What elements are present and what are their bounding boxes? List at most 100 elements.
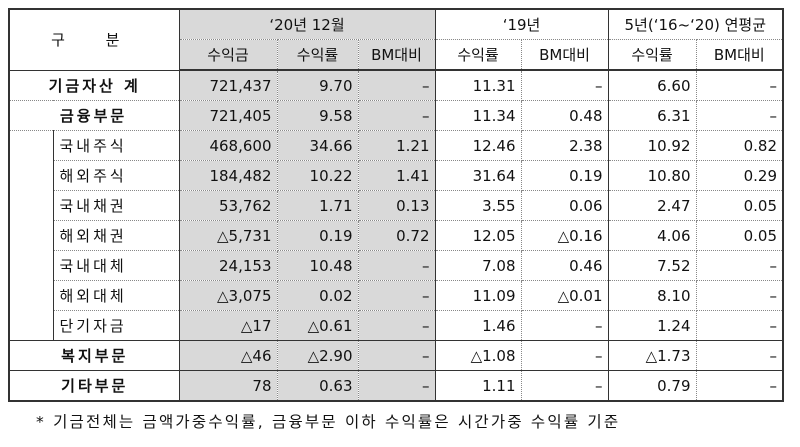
cell-value: △0.01	[520, 280, 609, 311]
cell-value: 11.34	[434, 100, 522, 131]
cell-value: 1.71	[276, 190, 359, 221]
cell-value: –	[695, 100, 784, 131]
cell-value: 11.09	[434, 280, 522, 311]
row-label: 국내대체	[52, 250, 180, 281]
cell-value: –	[357, 250, 436, 281]
cell-value: △17	[178, 310, 278, 341]
cell-value: 0.63	[276, 370, 359, 402]
sub-header: 수익금	[178, 39, 278, 71]
sub-header: BM대비	[520, 39, 609, 71]
cell-value: 7.08	[434, 250, 522, 281]
cell-value: 0.19	[276, 220, 359, 251]
cell-value: 1.41	[357, 160, 436, 191]
cell-value: 24,153	[178, 250, 278, 281]
data-row: 국내주식 468,600 34.66 1.21 12.46 2.38 10.92 0.82	[8, 130, 784, 341]
cell-value: 8.10	[607, 280, 697, 311]
cell-value: 10.80	[607, 160, 697, 191]
cell-value: 0.13	[357, 190, 436, 221]
cell-value: 4.06	[607, 220, 697, 251]
cell-value: –	[357, 310, 436, 341]
cell-value: –	[520, 310, 609, 341]
cell-value: 0.19	[520, 160, 609, 191]
cell-value: 10.92	[607, 130, 697, 161]
cell-value: 12.46	[434, 130, 522, 161]
cell-value: –	[357, 100, 436, 131]
row-label: 기금자산 계	[8, 69, 180, 101]
data-row: 금융부문 721,405 9.58–11.34 0.48 6.31–	[8, 100, 784, 131]
cell-value: 78	[178, 370, 278, 402]
group-header: ‘20년 12월	[178, 8, 436, 40]
cell-value: 11.31	[434, 69, 522, 101]
cell-value: 9.58	[276, 100, 359, 131]
corner-header: 구 분	[8, 8, 180, 71]
data-row: 해외대체 △3,075 0.02–11.09 △0.01 8.10–	[9, 280, 784, 311]
row-label: 기타부문	[8, 370, 180, 402]
sub-header: 수익률	[607, 39, 697, 71]
cell-value: 1.11	[434, 370, 522, 402]
cell-value: –	[357, 69, 436, 101]
data-row: 해외채권 △5,731 0.19 0.72 12.05 △0.16 4.06 0.05	[9, 220, 784, 251]
cell-value: 0.46	[520, 250, 609, 281]
row-label: 금융부문	[8, 100, 180, 131]
cell-value: △1.08	[434, 340, 522, 371]
group-header: ‘19년	[434, 8, 609, 40]
cell-value: △0.61	[276, 310, 359, 341]
cell-value: 1.46	[434, 310, 522, 341]
cell-value: △2.90	[276, 340, 359, 371]
cell-value: △3,075	[178, 280, 278, 311]
cell-value: 0.79	[607, 370, 697, 402]
cell-value: 468,600	[178, 130, 278, 161]
group-header: 5년(‘16~‘20) 연평균	[607, 8, 784, 40]
cell-value: –	[520, 69, 609, 101]
cell-value: △1.73	[607, 340, 697, 371]
cell-value: 0.05	[695, 220, 784, 251]
data-row: 국내대체 24,153 10.48–7.08 0.46 7.52–	[9, 250, 784, 281]
cell-value: 10.48	[276, 250, 359, 281]
cell-value: 0.05	[695, 190, 784, 221]
cell-value: –	[357, 370, 436, 402]
cell-value: △5,731	[178, 220, 278, 251]
cell-value: 1.24	[607, 310, 697, 341]
row-label: 해외대체	[52, 280, 180, 311]
sub-header: BM대비	[695, 39, 784, 71]
cell-value: 0.06	[520, 190, 609, 221]
cell-value: 9.70	[276, 69, 359, 101]
header-row: 구 분 ‘20년 12월 ‘19년 5년(‘16~‘20) 연평균	[8, 8, 784, 71]
cell-value: –	[695, 310, 784, 341]
cell-value: –	[695, 250, 784, 281]
cell-value: 184,482	[178, 160, 278, 191]
row-label: 국내주식	[52, 130, 180, 161]
data-row: 국내채권 53,762 1.71 0.13 3.55 0.06 2.47 0.05	[9, 190, 784, 221]
cell-value: 0.29	[695, 160, 784, 191]
cell-value: 0.02	[276, 280, 359, 311]
cell-value: 721,437	[178, 69, 278, 101]
cell-value: –	[695, 370, 784, 402]
data-row: 해외주식 184,482 10.22 1.41 31.64 0.19 10.80 0.29	[9, 160, 784, 191]
data-row: 기타부문 78 0.63–1.11–0.79–	[8, 370, 784, 402]
cell-value: △0.16	[520, 220, 609, 251]
returns-table: 구 분 ‘20년 12월 ‘19년 5년(‘16~‘20) 연평균 수익금 수익률 BM대비…	[8, 8, 785, 402]
cell-value: –	[695, 280, 784, 311]
cell-value: –	[695, 69, 784, 101]
cell-value: –	[357, 340, 436, 371]
cell-value: 7.52	[607, 250, 697, 281]
cell-value: 721,405	[178, 100, 278, 131]
cell-value: 2.47	[607, 190, 697, 221]
sub-header: BM대비	[357, 39, 436, 71]
cell-value: –	[520, 370, 609, 402]
cell-value: 1.21	[357, 130, 436, 161]
cell-value: 0.48	[520, 100, 609, 131]
cell-value: 6.31	[607, 100, 697, 131]
cell-value: 0.72	[357, 220, 436, 251]
data-row: 기금자산 계 721,437 9.70–11.31–6.60–	[8, 69, 784, 101]
cell-value: –	[695, 340, 784, 371]
cell-value: 12.05	[434, 220, 522, 251]
sub-header: 수익률	[434, 39, 522, 71]
row-label: 복지부문	[8, 340, 180, 371]
cell-value: 10.22	[276, 160, 359, 191]
footnote: * 기금전체는 금액가중수익률, 금융부문 이하 수익률은 시간가중 수익률 기…	[36, 413, 621, 431]
cell-value: –	[357, 280, 436, 311]
row-label: 단기자금	[52, 310, 180, 341]
cell-value: 3.55	[434, 190, 522, 221]
